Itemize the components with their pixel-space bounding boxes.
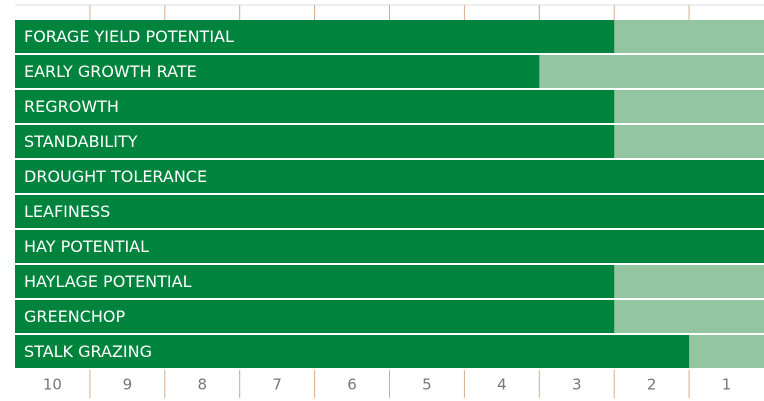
x-tick-label: 7 xyxy=(272,376,282,394)
category-label: DROUGHT TOLERANCE xyxy=(24,167,207,186)
x-tick-label: 3 xyxy=(572,376,582,394)
x-tick-label: 10 xyxy=(43,376,62,394)
category-label: REGROWTH xyxy=(24,97,119,116)
bar xyxy=(15,55,540,88)
bar xyxy=(15,160,764,193)
category-label: STANDABILITY xyxy=(24,132,138,151)
x-tick-label: 5 xyxy=(422,376,432,394)
category-label: HAYLAGE POTENTIAL xyxy=(24,272,192,291)
bar xyxy=(15,335,690,368)
category-label: EARLY GROWTH RATE xyxy=(24,62,197,81)
category-label: STALK GRAZING xyxy=(24,342,152,361)
bar xyxy=(15,20,615,53)
x-tick-label: 1 xyxy=(722,376,732,394)
bar xyxy=(15,195,764,228)
category-label: FORAGE YIELD POTENTIAL xyxy=(24,27,234,46)
bar xyxy=(15,265,615,298)
bar xyxy=(15,300,615,333)
category-label: GREENCHOP xyxy=(24,307,126,326)
x-tick-label: 8 xyxy=(197,376,207,394)
x-tick-label: 4 xyxy=(497,376,507,394)
bar xyxy=(15,230,764,263)
x-tick-label: 9 xyxy=(123,376,133,394)
x-tick-label: 2 xyxy=(647,376,657,394)
category-label: LEAFINESS xyxy=(24,202,110,221)
bar xyxy=(15,90,615,123)
category-label: HAY POTENTIAL xyxy=(24,237,149,256)
x-tick-label: 6 xyxy=(347,376,357,394)
bar xyxy=(15,125,615,158)
